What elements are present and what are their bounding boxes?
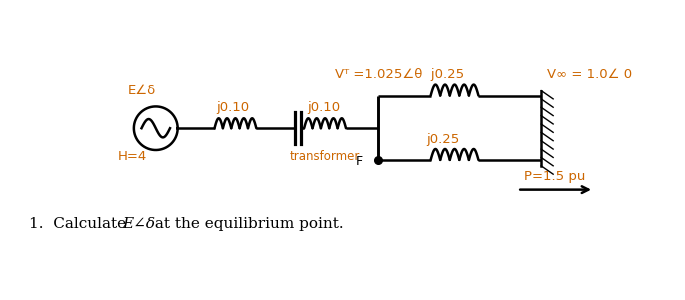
Text: j0.25: j0.25 [427,133,460,146]
Text: E∠δ: E∠δ [123,217,155,231]
Text: E∠δ: E∠δ [128,85,156,98]
Text: F: F [356,155,363,168]
Text: Vᵀ =1.025∠θ  j0.25: Vᵀ =1.025∠θ j0.25 [335,68,464,81]
Text: H=4: H=4 [118,150,147,163]
Text: transformer: transformer [290,150,360,163]
Text: 1.  Calculate: 1. Calculate [29,217,132,231]
Text: P=1.5 pu: P=1.5 pu [524,170,586,183]
Text: j0.10: j0.10 [307,101,340,114]
Text: V∞ = 1.0∠ 0: V∞ = 1.0∠ 0 [547,68,632,81]
Text: j0.10: j0.10 [216,101,249,114]
Text: at the equilibrium point.: at the equilibrium point. [150,217,343,231]
